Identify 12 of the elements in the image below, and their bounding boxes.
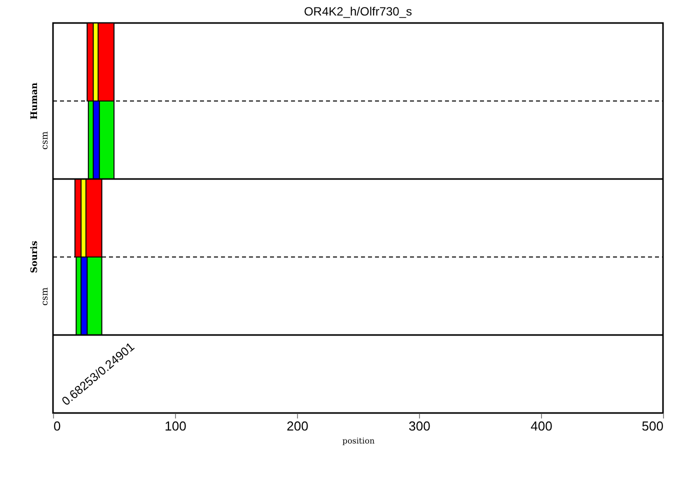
x-tick-label: 300 — [408, 418, 430, 434]
x-tick-label: 200 — [286, 418, 308, 434]
text: Human — [30, 82, 40, 120]
x-tick-label: 0 — [54, 418, 61, 434]
x-tick-label: 100 — [164, 418, 186, 434]
y-tick-label: csm — [40, 286, 50, 306]
x-tick-label: 500 — [642, 418, 664, 434]
y-tick-label: csm — [40, 130, 50, 150]
text: Souris — [30, 240, 40, 274]
chart-title: OR4K2_h/Olfr730_s — [304, 4, 412, 18]
x-tick-label: 400 — [530, 418, 552, 434]
x-axis-title: position — [342, 436, 375, 446]
